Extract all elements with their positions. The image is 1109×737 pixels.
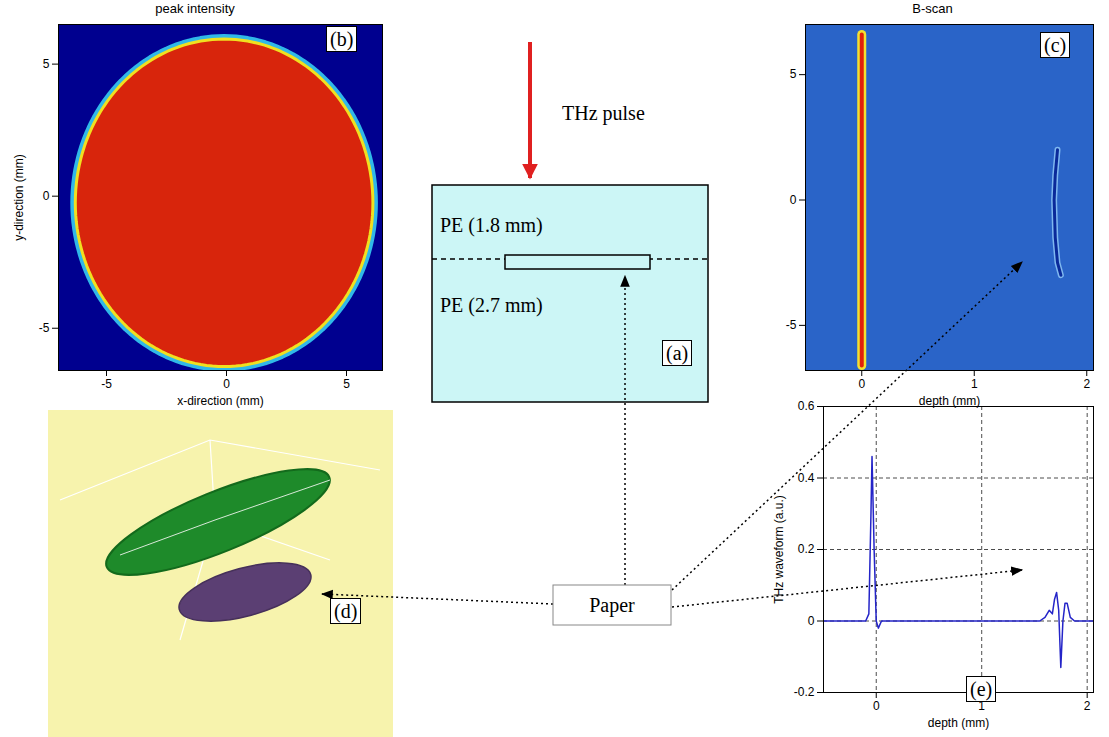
html-text:(a): (a) [666,342,689,364]
html-text:peak intensity: peak intensity [155,1,235,16]
html-text:(d): (d) [334,600,358,622]
svg-text:1: 1 [978,699,985,713]
svg-text:5: 5 [790,67,797,81]
svg-text:Paper: Paper [589,594,635,617]
svg-text:PE (1.8 mm): PE (1.8 mm) [440,214,543,237]
html-text:(b): (b) [330,28,354,50]
svg-text:THz pulse: THz pulse [562,102,645,125]
html-text:B-scan: B-scan [912,1,953,16]
svg-text:0.6: 0.6 [798,400,815,413]
svg-text:5: 5 [43,57,50,71]
svg-text:PE (2.7 mm): PE (2.7 mm) [440,294,543,317]
svg-text:-5: -5 [39,321,50,335]
svg-text:0.2: 0.2 [798,542,815,556]
svg-text:0: 0 [808,614,815,628]
svg-text:2: 2 [1083,377,1090,391]
svg-text:-0.2: -0.2 [794,685,815,699]
svg-text:0: 0 [790,193,797,207]
svg-text:5: 5 [343,377,350,391]
svg-text:0: 0 [223,377,230,391]
svg-text:-5: -5 [786,318,797,332]
svg-text:0.4: 0.4 [798,471,815,485]
html-text:(c): (c) [1044,34,1067,56]
svg-text:0: 0 [43,189,50,203]
svg-text:depth (mm): depth (mm) [928,716,989,730]
svg-text:y-direction (mm): y-direction (mm) [12,154,26,241]
svg-text:THz waveform (a.u.): THz waveform (a.u.) [772,495,786,604]
svg-text:x-direction (mm): x-direction (mm) [177,394,264,408]
svg-text:0: 0 [873,699,880,713]
svg-text:1: 1 [971,377,978,391]
svg-text:depth (mm): depth (mm) [919,394,980,408]
svg-text:2: 2 [1084,699,1091,713]
html-text:(e): (e) [970,678,993,700]
svg-text:0: 0 [858,377,865,391]
svg-text:-5: -5 [101,377,112,391]
